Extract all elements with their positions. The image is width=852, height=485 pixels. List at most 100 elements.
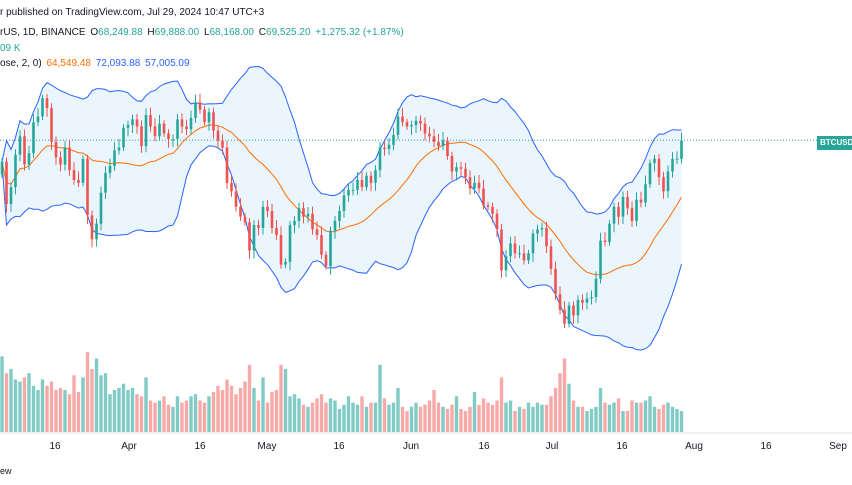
volume-bar <box>238 387 243 432</box>
candle-body <box>117 147 121 151</box>
candle-body <box>378 147 382 171</box>
volume-bar <box>666 402 670 432</box>
volume-bar <box>531 406 535 432</box>
volume-bar <box>346 396 351 432</box>
candle <box>486 201 490 211</box>
volume-bar <box>490 404 495 432</box>
candle-body <box>441 140 445 147</box>
candle <box>185 119 188 136</box>
candle-body <box>576 299 580 316</box>
candle <box>5 157 8 213</box>
candle <box>482 179 485 210</box>
candle-body <box>504 256 508 271</box>
volume-bar <box>382 398 387 432</box>
candle-body <box>140 126 143 147</box>
bollinger-band-fill <box>2 66 682 351</box>
candle-body <box>189 117 193 130</box>
volume-bar <box>441 406 445 432</box>
candle-body <box>599 240 602 279</box>
candle <box>459 161 463 177</box>
volume-bar <box>63 390 67 432</box>
candle <box>108 158 112 179</box>
time-tick-label: Aug <box>685 441 703 452</box>
candle-body <box>540 227 544 230</box>
volume-bar <box>328 398 333 432</box>
candle-body <box>608 223 611 242</box>
candle <box>63 140 67 171</box>
candle <box>329 226 332 275</box>
volume-bar <box>4 373 9 432</box>
volume-bar <box>211 392 216 432</box>
candle <box>212 107 215 139</box>
candle-body <box>572 305 575 316</box>
candle <box>450 151 454 181</box>
candle <box>131 114 134 133</box>
high-label: H <box>147 27 155 38</box>
candle <box>158 115 161 141</box>
candle <box>189 110 193 135</box>
candle-body <box>423 123 427 134</box>
candle <box>414 116 418 133</box>
volume-bar <box>315 398 319 432</box>
high-value: 69,888.00 <box>154 27 200 38</box>
volume-bar <box>247 364 252 432</box>
volume-bar <box>594 406 598 432</box>
candle <box>257 219 260 236</box>
time-tick-label: 16 <box>49 441 61 452</box>
volume-bar <box>189 396 193 432</box>
candle <box>41 94 44 121</box>
volume-bar <box>216 385 220 432</box>
volume-bar <box>472 392 477 432</box>
candle <box>396 108 400 140</box>
volume-bar <box>13 379 18 432</box>
close-label: C <box>258 27 267 38</box>
candle <box>50 103 53 150</box>
candle <box>468 170 472 195</box>
volume-bar <box>274 390 279 432</box>
volume-bar <box>166 404 171 432</box>
volume-value: 09 K <box>0 43 21 54</box>
candle-body <box>567 305 571 324</box>
candle <box>644 175 647 207</box>
candle <box>378 142 382 178</box>
volume-bar <box>450 404 454 432</box>
volume-bar <box>108 394 112 432</box>
candle-body <box>495 213 499 230</box>
volume-bar <box>580 406 585 432</box>
volume-bar <box>571 400 576 432</box>
last-price-badge: BTCUSDT <box>817 136 852 150</box>
candle-body <box>63 147 67 165</box>
candle <box>648 159 652 188</box>
candle <box>342 189 346 218</box>
volume-bar <box>342 404 346 432</box>
candle <box>248 218 251 260</box>
candle <box>122 124 125 152</box>
bollinger-lower-value: 57,005.09 <box>145 58 190 69</box>
candle <box>540 222 544 237</box>
candle-body <box>95 223 98 240</box>
volume-bar <box>598 387 603 432</box>
candle <box>392 127 395 151</box>
candle <box>338 205 341 229</box>
volume-bar <box>414 402 418 432</box>
volume-bar <box>630 400 634 432</box>
candle <box>590 290 593 305</box>
candle-body <box>131 119 134 125</box>
candle-body <box>113 150 116 166</box>
volume-bar <box>544 404 549 432</box>
candle-body <box>293 220 296 226</box>
candle <box>198 93 202 114</box>
volume-bar <box>337 408 342 432</box>
candle <box>270 203 274 234</box>
candle <box>455 162 458 180</box>
volume-bar <box>481 398 486 432</box>
candle <box>167 129 170 148</box>
volume-bar <box>535 402 540 432</box>
volume-bar <box>621 411 625 432</box>
volume-bar <box>504 402 508 432</box>
candle <box>99 186 103 231</box>
candle <box>554 261 557 300</box>
candle <box>477 174 481 194</box>
candle <box>662 171 665 199</box>
